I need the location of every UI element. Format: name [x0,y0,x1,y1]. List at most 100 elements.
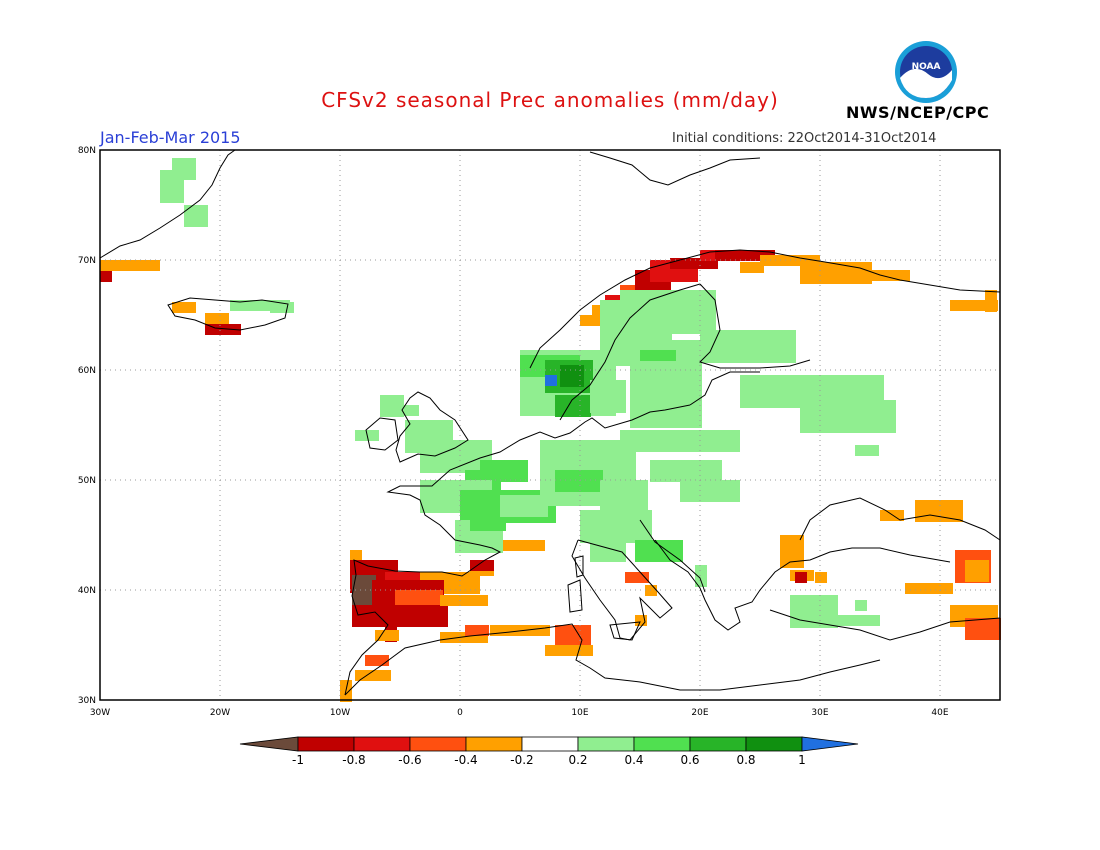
agency-label: NWS/NCEP/CPC [846,103,990,122]
anomaly-cell [500,495,548,517]
coastline-kola [824,261,1001,293]
coastline-scandinavia [529,249,826,369]
anomaly-cell [965,618,1001,640]
coastline-great-britain [395,391,469,463]
axis-tick-labels: 30W 20W 10W 0 10E 20E 30E 40E 30N 40N 50N 60N 70N 80N [78,146,949,718]
colorbar-tick-label: -0.8 [342,753,365,767]
anomaly-cell [695,565,707,587]
lon-tick-label: 30E [811,708,828,718]
anomaly-cell [172,302,196,313]
anomaly-cell [230,300,290,311]
anomaly-cell [620,430,740,452]
colorbar-arrow-left [239,736,299,752]
colorbar-swatch [465,736,523,752]
period-label: Jan-Feb-Mar 2015 [100,128,241,147]
anomaly-cell [400,605,448,627]
anomaly-cell [465,625,489,636]
coastline-iceland [167,297,289,331]
anomaly-cell [100,271,112,282]
map-frame [99,149,1001,701]
anomaly-cell [375,630,399,641]
coastline-greenland [99,149,236,259]
coastline-north-africa [344,623,881,696]
anomaly-cell [635,540,683,562]
coastline-italy [571,539,673,641]
anomaly-cell [965,560,989,582]
anomaly-cell [855,600,867,611]
colorbar-arrow-right [801,736,859,752]
coastline-sicily [609,621,641,641]
lon-tick-label: 10E [571,708,588,718]
anomaly-cell [555,470,603,492]
lon-tick-label: 0 [457,708,463,718]
colorbar-tick-label: 0.2 [568,753,587,767]
anomaly-cell [470,560,494,571]
lat-tick-label: 80N [78,146,96,156]
colorbar-tick-label: -0.6 [398,753,421,767]
coastline-turkey [769,609,1001,641]
anomaly-cell [355,670,391,681]
anomaly-cell [650,460,722,482]
lon-tick-label: 10W [330,708,350,718]
anomaly-cells [100,158,1001,702]
anomaly-cell [715,250,775,261]
lat-tick-label: 70N [78,256,96,266]
colorbar-tick-label: -1 [292,753,304,767]
coastline-finland [699,283,811,369]
lat-tick-label: 50N [78,476,96,486]
anomaly-cell [670,258,718,269]
colorbar-tick-label: 1 [798,753,806,767]
colorbar-tick-label: -0.4 [454,753,477,767]
colorbar-swatch [689,736,747,752]
anomaly-cell [580,315,604,326]
anomaly-cell [270,302,294,313]
anomaly-cell [905,583,953,594]
anomaly-cell [800,400,896,433]
colorbar-tick-label: -0.2 [510,753,533,767]
anomaly-cell [915,500,963,522]
anomaly-cell [172,158,196,180]
initial-conditions-label: Initial conditions: 22Oct2014-31Oct2014 [672,131,937,146]
anomaly-cell [880,510,904,521]
anomaly-cell [470,520,506,531]
colorbar-swatch [633,736,691,752]
colorbar-swatch [521,736,579,752]
colorbar-swatch [297,736,355,752]
anomaly-cell [205,324,241,335]
anomaly-cell [555,395,591,417]
coastline-black-sea [799,497,1001,541]
anomaly-cell [184,205,208,227]
anomaly-cell [480,460,528,482]
coastline-italy-east [639,519,706,593]
colorbar-tick-label: 0.6 [680,753,699,767]
anomaly-cell [635,615,647,626]
anomaly-cell [440,595,488,606]
anomaly-cell [440,632,488,643]
svg-text:NOAA: NOAA [912,62,941,72]
colorbar-swatch [353,736,411,752]
coastline-baltic-states [689,371,760,406]
anomaly-cell [820,615,880,626]
chart-title: CFSv2 seasonal Prec anomalies (mm/day) [321,88,779,112]
lon-tick-label: 20W [210,708,230,718]
anomaly-cell [815,572,827,583]
coastline-ireland [365,417,399,451]
anomaly-cell [680,480,740,502]
anomaly-cell [545,645,593,656]
coastline-sweden-east [559,283,701,421]
anomaly-cell [950,300,998,311]
anomaly-cell [740,262,764,273]
anomaly-cell [365,655,389,666]
anomaly-cell [780,535,804,568]
lat-tick-label: 40N [78,586,96,596]
lat-tick-label: 60N [78,366,96,376]
anomaly-cell [590,380,626,413]
lon-tick-label: 20E [691,708,708,718]
anomaly-cell [795,572,807,583]
anomaly-cell [985,290,997,312]
anomaly-cell [385,572,421,583]
colorbar-tick-label: 0.8 [736,753,755,767]
anomaly-cell [855,445,879,456]
